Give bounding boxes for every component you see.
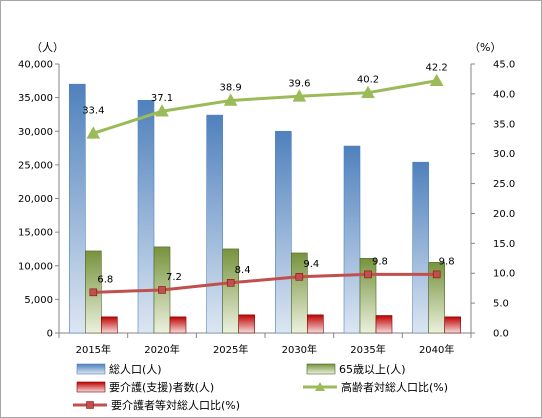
legend-age-65-plus-swatch bbox=[306, 363, 336, 375]
legend-layer: 総人口(人) 65歳以上(人) 要介護(支援)者数(人) 高齢者対総人口比(%) 要介護… bbox=[73, 362, 448, 412]
right-tick-label: 45.0 bbox=[493, 60, 515, 71]
line-elderly-ratio bbox=[92, 79, 437, 135]
marker-elderly-ratio bbox=[292, 89, 307, 102]
legend-total-population-label: 総人口(人) bbox=[109, 362, 162, 376]
label-elderly-ratio: 33.4 bbox=[82, 105, 104, 116]
label-care-ratio: 8.4 bbox=[235, 265, 251, 276]
marker-elderly-ratio bbox=[155, 104, 169, 117]
x-tick-label: 2040年 bbox=[419, 343, 454, 356]
x-tick-label: 2030年 bbox=[282, 343, 317, 356]
legend-care-needed-swatch bbox=[76, 381, 106, 393]
bars-layer bbox=[69, 83, 461, 334]
right-tick-label: 15.0 bbox=[493, 239, 515, 250]
legend-elderly-ratio: 高齢者対総人口比(%) bbox=[303, 380, 448, 394]
marker-care-ratio bbox=[158, 286, 166, 294]
legend-total-population: 総人口(人) bbox=[76, 362, 162, 376]
legend-care-needed-label: 要介護(支援)者数(人) bbox=[109, 380, 214, 394]
right-tick-label: 20.0 bbox=[493, 209, 515, 220]
left-axis-unit: （人） bbox=[31, 41, 64, 54]
bar-total-population bbox=[137, 100, 155, 334]
axes-layer: 0 5,000 10,000 15,000 20,000 25,000 30,000 35,0… bbox=[18, 41, 515, 356]
marker-care-ratio bbox=[226, 279, 235, 287]
marker-elderly-ratio bbox=[86, 126, 101, 139]
legend-total-population-swatch bbox=[76, 363, 106, 375]
bar-care-needed bbox=[375, 315, 393, 334]
labels-layer: 33.4 37.1 38.9 39.6 40.2 42.2 6.8 7.2 8.4 9.4 9.8 9… bbox=[82, 63, 454, 286]
legend-care-ratio: 要介護者等対総人口比(%) bbox=[73, 398, 240, 412]
marker-elderly-ratio bbox=[429, 73, 444, 87]
bar-total-population bbox=[206, 114, 223, 334]
right-tick-label: 40.0 bbox=[493, 89, 515, 100]
bar-care-needed bbox=[444, 316, 461, 334]
marker-care-ratio bbox=[89, 288, 98, 297]
legend-elderly-ratio-marker bbox=[315, 382, 325, 391]
label-care-ratio: 9.8 bbox=[439, 256, 455, 267]
legend-elderly-ratio-label: 高齢者対総人口比(%) bbox=[341, 380, 448, 394]
marker-elderly-ratio bbox=[361, 85, 375, 98]
label-care-ratio: 6.8 bbox=[97, 274, 113, 285]
right-tick-label: 30.0 bbox=[493, 149, 515, 160]
right-tick-label: 0.0 bbox=[493, 329, 509, 340]
bar-age-65-plus bbox=[222, 248, 239, 334]
left-tick-label: 30,000 bbox=[18, 127, 53, 138]
bar-total-population bbox=[412, 161, 429, 334]
bar-care-needed bbox=[238, 314, 255, 334]
right-axis-unit: （%） bbox=[469, 41, 501, 54]
bar-total-population bbox=[343, 145, 361, 334]
bar-age-65-plus bbox=[291, 252, 308, 334]
bar-care-needed bbox=[169, 316, 187, 334]
legend-age-65-plus-label: 65歳以上(人) bbox=[339, 363, 406, 376]
lines-layer bbox=[86, 73, 444, 297]
x-tick-label: 2035年 bbox=[350, 343, 385, 356]
x-tick-label: 2020年 bbox=[144, 343, 179, 356]
bar-total-population bbox=[275, 130, 292, 334]
marker-care-ratio bbox=[364, 270, 372, 279]
legend-age-65-plus: 65歳以上(人) bbox=[306, 363, 406, 376]
right-tick-label: 35.0 bbox=[493, 119, 515, 130]
left-tick-label: 10,000 bbox=[18, 261, 53, 272]
legend-care-ratio-label: 要介護者等対総人口比(%) bbox=[111, 398, 240, 412]
label-care-ratio: 9.4 bbox=[303, 259, 319, 270]
left-tick-label: 15,000 bbox=[18, 228, 53, 239]
left-tick-label: 35,000 bbox=[18, 93, 53, 104]
left-tick-label: 5,000 bbox=[24, 295, 53, 306]
right-tick-label: 5.0 bbox=[493, 299, 509, 310]
label-care-ratio: 7.2 bbox=[166, 272, 182, 283]
legend-care-ratio-marker bbox=[86, 401, 94, 409]
right-tick-label: 10.0 bbox=[493, 269, 515, 280]
legend-care-needed: 要介護(支援)者数(人) bbox=[76, 380, 214, 394]
bar-age-65-plus bbox=[359, 258, 377, 334]
left-tick-label: 0 bbox=[47, 329, 53, 340]
label-elderly-ratio: 40.2 bbox=[357, 75, 379, 86]
right-tick-label: 25.0 bbox=[493, 179, 515, 190]
left-tick-label: 25,000 bbox=[18, 160, 53, 171]
marker-care-ratio bbox=[295, 273, 304, 281]
left-tick-label: 20,000 bbox=[18, 194, 53, 205]
label-elderly-ratio: 39.6 bbox=[288, 78, 310, 89]
bar-total-population bbox=[69, 83, 86, 334]
label-elderly-ratio: 38.9 bbox=[220, 82, 242, 93]
label-elderly-ratio: 42.2 bbox=[426, 63, 448, 74]
bar-care-needed bbox=[101, 316, 118, 334]
marker-care-ratio bbox=[432, 270, 441, 279]
bar-care-needed bbox=[307, 314, 324, 334]
x-tick-label: 2015年 bbox=[76, 343, 111, 356]
x-tick-label: 2025年 bbox=[213, 343, 248, 356]
line-care-ratio bbox=[93, 272, 437, 294]
left-tick-label: 40,000 bbox=[18, 60, 53, 71]
marker-elderly-ratio bbox=[223, 93, 238, 106]
label-elderly-ratio: 37.1 bbox=[151, 93, 173, 104]
label-care-ratio: 9.8 bbox=[372, 256, 388, 267]
bar-age-65-plus bbox=[428, 262, 445, 334]
